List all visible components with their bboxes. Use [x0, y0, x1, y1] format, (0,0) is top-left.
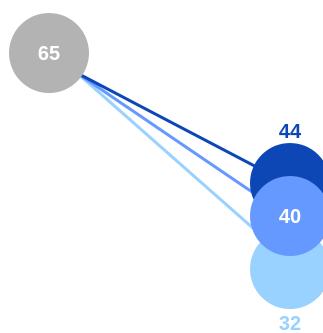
target-node-label-40: 40: [279, 206, 301, 228]
connector-line-32: [76, 71, 263, 238]
connector-lines: [76, 71, 267, 238]
connector-line-44: [76, 71, 267, 174]
nodes: 65 32 44 40: [9, 13, 323, 333]
target-node-40: [250, 176, 323, 256]
source-node: [9, 13, 89, 93]
target-value-label-44: 44: [279, 121, 302, 143]
source-node-label: 65: [38, 43, 60, 65]
connector-line-40: [76, 71, 259, 198]
target-value-label-32: 32: [279, 313, 301, 333]
